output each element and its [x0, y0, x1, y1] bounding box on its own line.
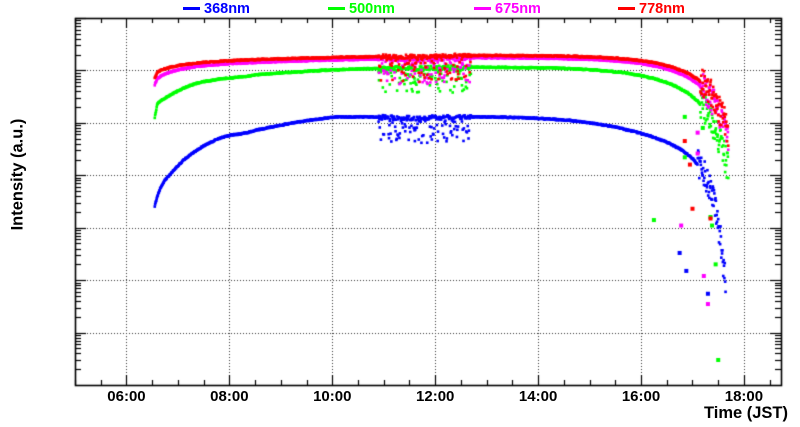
x-tick-label: 14:00	[518, 388, 558, 405]
x-tick-label: 18:00	[724, 388, 764, 405]
legend-swatch-icon	[474, 6, 491, 10]
legend-entry-0: 368nm	[183, 0, 250, 18]
legend-label: 778nm	[639, 1, 685, 17]
legend-entry-3: 778nm	[618, 0, 685, 18]
legend-swatch-icon	[618, 6, 635, 10]
x-tick-label: 06:00	[107, 388, 146, 405]
legend-label: 500nm	[349, 1, 395, 17]
x-tick-label: 16:00	[621, 388, 661, 405]
legend-swatch-icon	[328, 6, 345, 10]
legend-entry-1: 500nm	[328, 0, 395, 18]
legend-label: 368nm	[204, 1, 250, 17]
legend-entry-2: 675nm	[474, 0, 541, 18]
x-axis-title: Time (JST)	[703, 404, 788, 422]
y-axis-title: Intensity (a.u.)	[8, 118, 27, 231]
chart-legend: 368nm 500nm 675nm 778nm	[0, 0, 800, 18]
x-tick-label: 10:00	[313, 388, 352, 405]
x-tick-label: 08:00	[210, 388, 249, 405]
legend-label: 675nm	[495, 1, 541, 17]
legend-swatch-icon	[183, 6, 200, 10]
x-tick-label: 12:00	[416, 388, 455, 405]
